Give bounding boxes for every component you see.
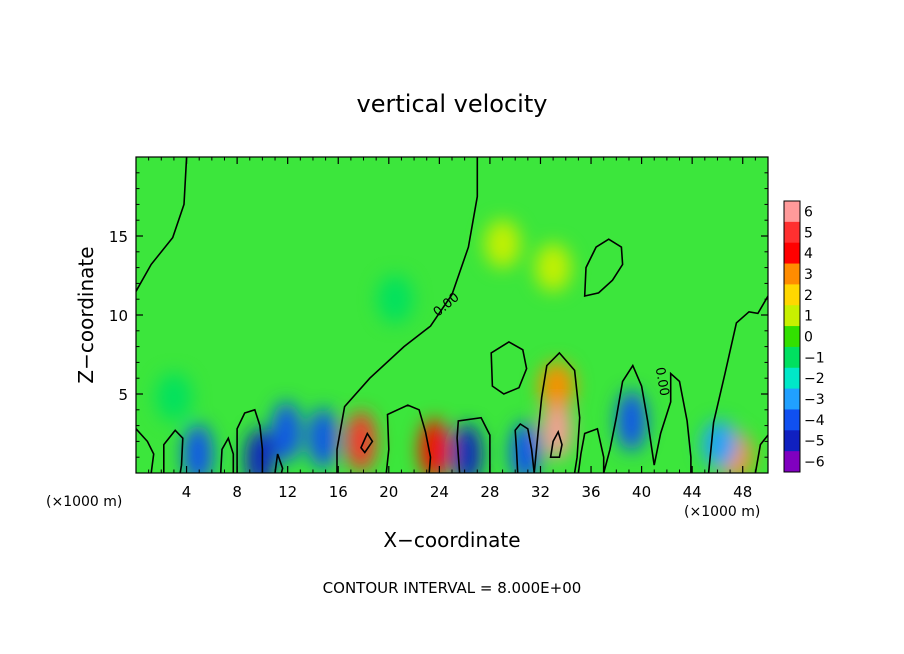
contour-line-2 [385, 404, 432, 473]
colorbar-label-0: 6 [804, 204, 813, 220]
x-tick-label-6: 28 [480, 483, 499, 501]
x-tick-label-2: 12 [278, 483, 297, 501]
y-tick-label-0: 5 [118, 386, 128, 404]
colorbar-frame [783, 200, 801, 473]
colorbar-swatch-5 [784, 305, 800, 327]
colorbar-label-2: 4 [804, 246, 813, 262]
closed-contour-0 [583, 238, 624, 298]
y-tick-label-1: 10 [109, 307, 128, 325]
y-axis-label: Z−coordinate [74, 246, 98, 383]
x-tick-label-1: 8 [232, 483, 242, 501]
colorbar-label-10: −4 [804, 413, 825, 429]
x-tick-label-10: 44 [683, 483, 702, 501]
contour-lines [136, 157, 768, 473]
contour-label-1: 0.00 [652, 366, 672, 397]
field-feature-7 [452, 424, 483, 473]
field-feature-12 [182, 424, 213, 473]
contour-line-3 [456, 416, 491, 473]
colorbar-label-8: −2 [804, 371, 825, 387]
field-feature-15 [535, 243, 572, 292]
colorbar-label-11: −5 [804, 434, 825, 450]
contour-line-9 [707, 295, 768, 473]
contour-line-12 [136, 428, 155, 473]
colorbar-label-12: −6 [804, 455, 825, 471]
colorbar-swatch-12 [784, 451, 800, 473]
field-feature-2 [345, 411, 376, 472]
colorbar-label-7: −1 [804, 350, 825, 366]
field-feature-13 [155, 373, 192, 422]
colorbar-label-1: 5 [804, 225, 813, 241]
colorbar-label-3: 3 [804, 267, 813, 283]
colorbar-swatch-7 [784, 346, 800, 369]
contour-line-11 [236, 408, 264, 473]
x-axis-ticks: 4 8 12 16 20 24 28 32 36 40 44 48 [148, 157, 756, 501]
x-axis-label: X−coordinate [383, 528, 520, 552]
x-tick-label-11: 48 [733, 483, 752, 501]
field-feature-0 [541, 398, 572, 459]
colorbar-swatch-9 [784, 388, 800, 410]
closed-contour-3 [360, 431, 374, 454]
colorbar-swatch-3 [784, 263, 800, 285]
colorbar-label-9: −3 [804, 392, 825, 408]
x-tick-label-9: 40 [632, 483, 651, 501]
colorbar-swatch-11 [784, 430, 800, 452]
y-tick-label-2: 15 [109, 228, 128, 246]
contour-interval-note: CONTOUR INTERVAL = 8.000E+00 [323, 579, 582, 597]
colorbar-swatch-10 [784, 409, 800, 431]
field-feature-11 [701, 420, 738, 469]
x-tick-label-7: 32 [531, 483, 550, 501]
field-feature-8 [616, 390, 647, 451]
contour-line-4 [514, 422, 535, 473]
contour-line-8 [653, 371, 692, 473]
field-feature-5 [271, 401, 302, 462]
x-tick-label-0: 4 [182, 483, 192, 501]
contour-line-15 [274, 453, 284, 473]
closed-contour-2 [549, 429, 563, 458]
field-feature-1 [538, 362, 575, 411]
contour-line-0 [136, 157, 188, 292]
y-unit-label: (×1000 m) [46, 494, 122, 510]
x-tick-label-5: 24 [430, 483, 449, 501]
colorbar-swatch-4 [784, 284, 800, 306]
x-tick-label-8: 36 [581, 483, 600, 501]
x-unit-label: (×1000 m) [684, 504, 760, 520]
chart-title: vertical velocity [357, 90, 548, 118]
colorbar: 6 5 4 3 2 1 0 −1 −2 −3 −4 −5 −6 [783, 200, 825, 473]
field-background [136, 157, 768, 473]
field-feature-16 [484, 219, 521, 268]
colorbar-label-4: 2 [804, 288, 813, 304]
x-tick-label-4: 20 [379, 483, 398, 501]
field-features [155, 219, 754, 473]
contour-line-13 [163, 429, 184, 473]
field-feature-14 [377, 275, 414, 324]
field-feature-6 [308, 408, 339, 469]
contour-line-14 [754, 434, 768, 473]
x-tick-label-3: 16 [329, 483, 348, 501]
colorbar-label-6: 0 [804, 330, 813, 346]
colorbar-swatch-0 [784, 201, 800, 223]
contour-line-5 [533, 351, 581, 473]
colorbar-label-5: 1 [804, 309, 813, 325]
contour-line-10 [219, 436, 235, 473]
field-feature-3 [419, 419, 450, 473]
colorbar-swatch-2 [784, 242, 800, 265]
closed-contour-1 [490, 340, 528, 395]
colorbar-swatch-6 [784, 326, 800, 348]
y-axis-ticks: 5 10 15 [109, 172, 768, 458]
field-feature-9 [244, 428, 275, 473]
contour-line-7 [602, 363, 655, 473]
contour-line-1 [336, 157, 479, 473]
colorbar-swatch-8 [784, 367, 800, 390]
colorbar-swatch-1 [784, 221, 800, 244]
contour-line-6 [577, 427, 605, 473]
